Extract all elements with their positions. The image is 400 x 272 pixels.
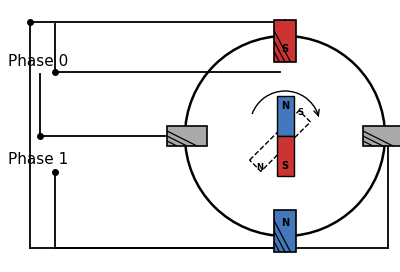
Text: N: N — [281, 218, 289, 228]
Bar — [274, 20, 296, 62]
FancyBboxPatch shape — [250, 111, 310, 171]
Text: Phase 0: Phase 0 — [8, 54, 68, 70]
Text: S: S — [282, 44, 288, 54]
Bar — [363, 126, 400, 146]
Bar — [274, 210, 296, 252]
Text: N: N — [256, 163, 263, 172]
Bar — [276, 136, 294, 176]
Bar — [167, 126, 207, 146]
Text: S: S — [298, 108, 304, 117]
Text: N: N — [281, 101, 289, 111]
Text: S: S — [282, 161, 288, 171]
Bar — [276, 96, 294, 136]
Text: Phase 1: Phase 1 — [8, 153, 68, 168]
